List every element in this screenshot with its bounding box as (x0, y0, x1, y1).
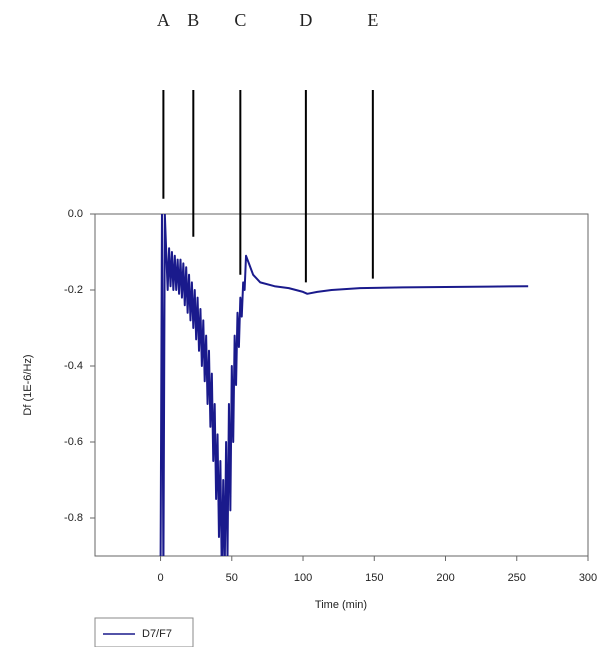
x-tick-label: 50 (226, 572, 238, 584)
y-tick-label: -0.4 (64, 360, 83, 372)
y-axis-label: Df (1E-6/Hz) (22, 354, 34, 415)
annotation-label: B (187, 10, 199, 30)
legend-label: D7/F7 (142, 628, 172, 640)
annotation-label: C (234, 10, 246, 30)
y-tick-label: -0.2 (64, 284, 83, 296)
annotation-label: A (157, 10, 170, 30)
y-tick-label: -0.6 (64, 436, 83, 448)
annotation-label: D (299, 10, 312, 30)
plot-frame (94, 213, 589, 557)
x-tick-label: 250 (508, 572, 526, 584)
x-tick-label: 0 (157, 572, 163, 584)
x-tick-label: 200 (436, 572, 454, 584)
annotation-label: E (367, 10, 378, 30)
x-tick-label: 150 (365, 572, 383, 584)
x-tick-label: 100 (294, 572, 312, 584)
series-line (159, 214, 529, 556)
x-axis-label: Time (min) (315, 599, 367, 611)
x-tick-label: 300 (579, 572, 597, 584)
y-tick-label: -0.8 (64, 512, 83, 524)
y-tick-label: 0.0 (68, 208, 83, 220)
